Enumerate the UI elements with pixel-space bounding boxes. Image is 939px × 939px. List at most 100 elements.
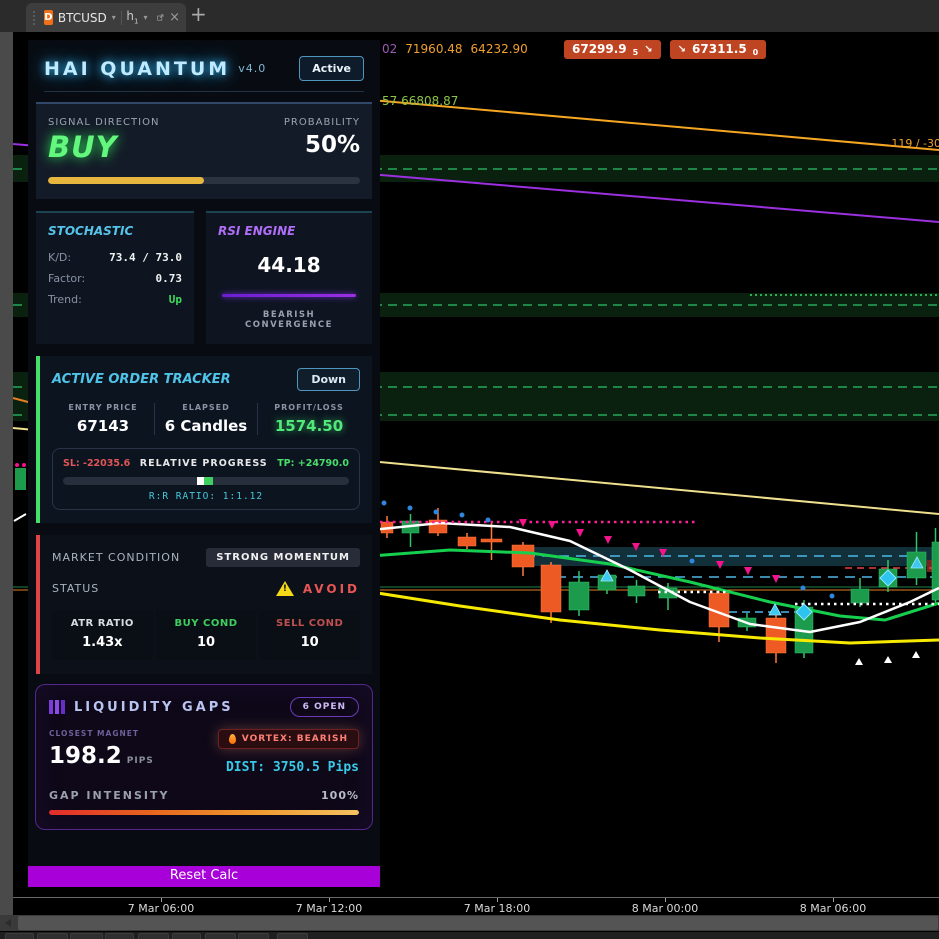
toolbar-button[interactable]	[238, 933, 269, 939]
rsi-gauge-line	[222, 294, 356, 297]
bottom-toolbar	[0, 932, 939, 939]
horizontal-scrollbar[interactable]	[0, 915, 939, 931]
buy-price-button[interactable]: ↘ 67311.5 0	[669, 40, 767, 59]
sell-price: 67299.9	[572, 42, 627, 56]
tab-symbol: BTCUSD	[57, 10, 107, 25]
tab-bar: D BTCUSD ▾ h1 ▾ × +	[0, 0, 939, 32]
symbol-info-line: 02 71960.48 64232.90	[382, 42, 528, 56]
tab-btcusd[interactable]: D BTCUSD ▾ h1 ▾ ×	[26, 3, 186, 32]
sell-triangle-marker	[519, 519, 527, 527]
orange-line-fragment	[12, 397, 29, 403]
sell-triangle-marker	[772, 575, 780, 583]
probability-value: 50%	[304, 132, 360, 158]
bars-icon	[49, 700, 65, 714]
left-toolbar-strip	[0, 32, 13, 915]
signal-direction-value: BUY	[48, 130, 118, 164]
toolbar-button[interactable]	[5, 933, 34, 939]
reset-calc-button[interactable]: Reset Calc	[28, 866, 380, 887]
chevron-down-icon[interactable]: ▾	[111, 13, 116, 22]
rsi-card: RSI ENGINE 44.18 BEARISH CONVERGENCE	[206, 211, 372, 344]
closest-magnet-label: CLOSEST MAGNET	[49, 729, 139, 738]
arrow-down-right-icon: ↘	[644, 43, 653, 55]
close-icon[interactable]: ×	[169, 10, 181, 25]
axis-tick	[161, 898, 162, 902]
open-gaps-badge[interactable]: 6 OPEN	[289, 697, 359, 717]
time-axis[interactable]: 7 Mar 06:00 7 Mar 12:00 7 Mar 18:00 8 Mar 0…	[13, 897, 939, 916]
buy-triangle-marker	[910, 556, 924, 569]
status-value: AVOID	[302, 581, 360, 596]
closest-magnet-value: 198.2	[49, 743, 122, 769]
toolbar-button[interactable]	[37, 933, 68, 939]
sell-triangle-marker	[744, 567, 752, 575]
direction-down-button[interactable]: Down	[297, 368, 360, 391]
candle	[457, 536, 477, 547]
progress-track	[63, 477, 349, 485]
candle	[511, 544, 535, 568]
sell-triangle-marker	[548, 521, 556, 529]
market-condition-card: MARKET CONDITION STRONG MOMENTUM STATUS …	[36, 535, 372, 674]
distance-value: DIST: 3750.5 Pips	[225, 760, 359, 775]
white-arrow-fragment	[13, 513, 27, 522]
elapsed-value: 6 Candles	[164, 417, 248, 435]
axis-tick	[329, 898, 330, 902]
panel-title: HAI QUANTUM	[44, 57, 231, 80]
time-label: 8 Mar 06:00	[799, 902, 867, 915]
progress-marker	[197, 477, 214, 485]
liquidity-gaps-card: LIQUIDITY GAPS 6 OPEN CLOSEST MAGNET 198…	[35, 684, 373, 830]
popout-icon[interactable]	[157, 12, 164, 23]
stat-box: ATR RATIO 1.43x	[52, 610, 153, 660]
buy-price: 67311.5	[692, 42, 747, 56]
entry-price-value: 67143	[76, 417, 130, 435]
toolbar-button[interactable]	[277, 933, 308, 939]
time-label: 7 Mar 18:00	[463, 902, 531, 915]
blue-dot-marker	[407, 505, 413, 511]
status-label: STATUS	[52, 582, 100, 595]
candle	[931, 541, 939, 601]
candle	[850, 588, 870, 604]
trendline-value-label: 119 / -30	[891, 137, 939, 150]
candle	[568, 581, 590, 611]
candle	[480, 538, 503, 543]
white-triangle-marker	[855, 658, 863, 665]
scrollbar-thumb[interactable]	[18, 916, 938, 930]
scroll-left-arrow[interactable]	[5, 919, 11, 927]
diamond-marker	[879, 569, 897, 587]
blue-dot-marker	[459, 512, 465, 518]
timeframe-selector[interactable]: h1	[126, 9, 139, 26]
signal-direction-label: SIGNAL DIRECTION	[48, 117, 160, 128]
active-button[interactable]: Active	[299, 56, 364, 81]
blue-dot-marker	[829, 593, 835, 599]
signal-card: SIGNAL DIRECTION BUY PROBABILITY 50%	[36, 102, 372, 199]
candle	[15, 468, 26, 490]
sell-triangle-marker	[659, 549, 667, 557]
yellow-ma	[370, 590, 939, 645]
info-value: 02	[382, 42, 398, 56]
new-tab-button[interactable]: +	[190, 2, 207, 26]
toolbar-button[interactable]	[70, 933, 103, 939]
profit-loss-value: 1574.50	[274, 417, 344, 435]
elapsed-label: ELAPSED	[182, 403, 230, 412]
relative-progress-label: RELATIVE PROGRESS	[139, 458, 268, 469]
chevron-down-icon[interactable]: ▾	[143, 13, 148, 22]
white-triangle-marker	[912, 651, 920, 658]
blue-dot-marker	[433, 509, 439, 515]
panel-version: v4.0	[238, 62, 267, 75]
diamond-marker	[795, 603, 813, 621]
order-tracker-card: ACTIVE ORDER TRACKER Down ENTRY PRICE 67…	[36, 356, 372, 523]
warning-icon	[275, 581, 294, 596]
time-label: 7 Mar 12:00	[295, 902, 363, 915]
sell-price-button[interactable]: 67299.9 5 ↘	[564, 40, 661, 59]
toolbar-button[interactable]	[138, 933, 169, 939]
drag-handle-icon[interactable]	[32, 9, 37, 26]
gap-intensity-value: 100%	[321, 789, 359, 802]
probability-bar	[48, 177, 360, 184]
toolbar-button[interactable]	[205, 933, 236, 939]
time-label: 7 Mar 06:00	[127, 902, 195, 915]
sl-tp-box: SL: -22035.6 RELATIVE PROGRESS TP: +2479…	[52, 448, 360, 510]
closest-magnet-unit: PIPS	[126, 756, 154, 766]
rsi-title: RSI ENGINE	[218, 224, 296, 238]
toolbar-button[interactable]	[172, 933, 201, 939]
vortex-value: VORTEX: BEARISH	[241, 734, 348, 744]
toolbar-button[interactable]	[105, 933, 134, 939]
entry-price-label: ENTRY PRICE	[68, 403, 138, 412]
